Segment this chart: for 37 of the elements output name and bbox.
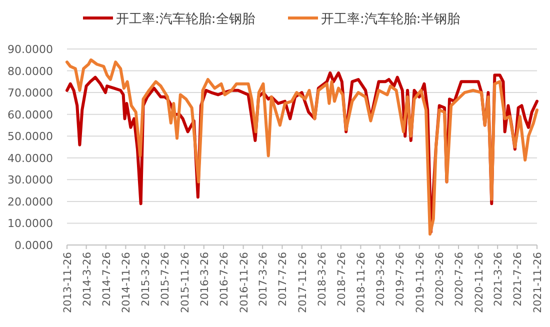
y-tick-label: 70.0000	[8, 86, 53, 100]
y-tick-label: 60.0000	[8, 108, 53, 122]
legend-label: 开工率:汽车轮胎:半钢胎	[321, 11, 460, 27]
x-tick-label: 2018-11-26	[356, 252, 368, 314]
x-tick-label: 2019-7-26	[394, 252, 407, 306]
y-tick-label: 10.0000	[8, 217, 53, 230]
y-tick-label: 0.0000	[14, 239, 53, 252]
y-tick-label: 40.0000	[8, 152, 53, 165]
y-tick-label: 50.0000	[8, 130, 53, 144]
x-tick-label: 2021-3-26	[492, 252, 505, 306]
x-tick-label: 2015-3-26	[140, 252, 152, 306]
x-tick-label: 2021-11-26	[532, 252, 544, 314]
x-tick-label: 2016-11-26	[238, 252, 250, 314]
y-tick-label: 30.0000	[8, 174, 53, 187]
x-tick-label: 2017-3-26	[258, 252, 270, 306]
x-tick-label: 2014-11-26	[120, 252, 133, 314]
x-tick-label: 2017-11-26	[297, 252, 309, 314]
y-tick-label: 80.0000	[8, 64, 53, 78]
legend-label: 开工率:汽车轮胎:全钢胎	[116, 11, 255, 27]
x-tick-label: 2020-11-26	[473, 252, 486, 314]
x-tick-label: 2013-11-26	[62, 252, 74, 314]
x-tick-label: 2016-3-26	[198, 252, 211, 306]
x-tick-label: 2018-7-26	[336, 252, 348, 306]
x-tick-label: 2021-7-26	[512, 252, 524, 306]
x-tick-label: 2020-7-26	[454, 252, 466, 306]
x-tick-label: 2014-3-26	[81, 252, 94, 306]
x-tick-label: 2016-7-26	[218, 252, 231, 306]
x-tick-label: 2018-3-26	[316, 252, 328, 306]
x-tick-label: 2019-3-26	[375, 252, 388, 306]
x-tick-label: 2020-3-26	[434, 252, 446, 306]
y-tick-label: 90.0000	[8, 43, 53, 56]
x-tick-label: 2017-7-26	[277, 252, 290, 306]
x-tick-label: 2014-7-26	[100, 252, 113, 306]
y-tick-label: 20.0000	[8, 195, 53, 208]
x-tick-label: 2019-11-26	[414, 252, 426, 314]
x-tick-label: 2015-11-26	[179, 252, 192, 314]
x-tick-label: 2015-7-26	[160, 252, 172, 306]
